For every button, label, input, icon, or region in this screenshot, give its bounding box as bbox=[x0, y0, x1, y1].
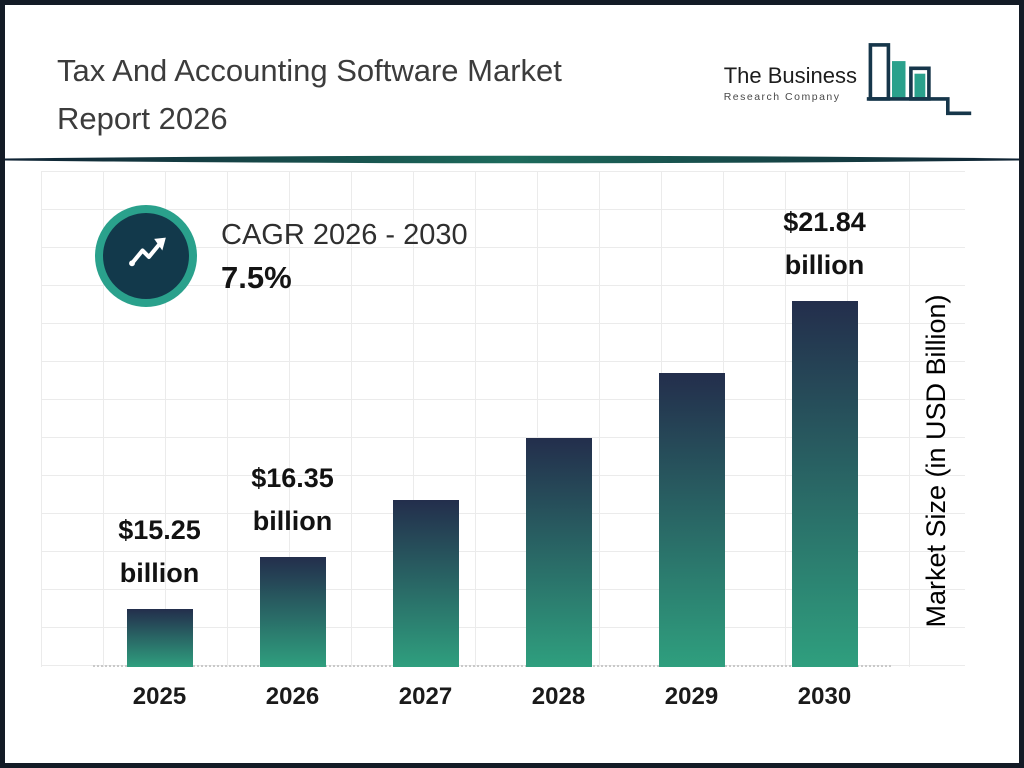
bar-2030 bbox=[791, 301, 858, 667]
company-logo-text: The Business Research Company bbox=[724, 63, 857, 103]
logo-name: The Business bbox=[723, 63, 857, 88]
bar-column-2025: $15.25 billion 2025 bbox=[93, 177, 226, 711]
x-axis-label: 2025 bbox=[132, 683, 187, 710]
bar-value-label: $16.35 billion bbox=[251, 463, 334, 536]
x-axis-label: 2026 bbox=[265, 683, 320, 710]
bar-zone: $15.25 billion bbox=[118, 177, 201, 667]
bar-2029 bbox=[658, 373, 725, 667]
bar-column-2030: $21.84 billion 2030 bbox=[758, 177, 891, 711]
page-title-line2: Report 2026 bbox=[57, 101, 228, 136]
company-logo: The Business Research Company bbox=[724, 39, 973, 126]
bar-2028 bbox=[525, 438, 592, 667]
y-axis-label: Market Size (in USD Billion) bbox=[921, 294, 951, 628]
bar-value-label: $21.84 billion bbox=[783, 207, 866, 280]
bar-zone: $21.84 billion bbox=[783, 177, 866, 667]
bar-2027 bbox=[392, 500, 459, 667]
bar-column-2028: 2028 bbox=[492, 177, 625, 711]
x-axis-label: 2030 bbox=[797, 683, 852, 710]
x-axis-baseline bbox=[93, 665, 891, 667]
logo-subname: Research Company bbox=[723, 91, 841, 103]
bar-2025 bbox=[126, 609, 193, 667]
page-title-line1: Tax And Accounting Software Market bbox=[57, 53, 562, 88]
cagr-label: CAGR 2026 - 2030 bbox=[221, 218, 468, 251]
cagr-callout: CAGR 2026 - 2030 7.5% bbox=[95, 205, 468, 307]
cagr-badge bbox=[95, 205, 197, 307]
bar-column-2027: 2027 bbox=[359, 177, 492, 711]
cagr-texts: CAGR 2026 - 2030 7.5% bbox=[221, 217, 468, 296]
x-axis-label: 2027 bbox=[398, 683, 453, 710]
x-axis-label: 2028 bbox=[531, 683, 586, 710]
bar-2026 bbox=[259, 557, 326, 667]
bar-chart: $15.25 billion 2025 $16.35 billion 2026 2027 20… bbox=[93, 177, 891, 711]
bar-zone bbox=[525, 177, 592, 667]
cagr-value: 7.5% bbox=[221, 259, 292, 295]
bar-column-2029: 2029 bbox=[625, 177, 758, 711]
bar-column-2026: $16.35 billion 2026 bbox=[226, 177, 359, 711]
bar-zone bbox=[658, 177, 725, 667]
page-title: Tax And Accounting Software Market Repor… bbox=[57, 47, 562, 143]
bar-value-label: $15.25 billion bbox=[118, 515, 201, 588]
bar-chart-logo-icon bbox=[865, 39, 973, 126]
bar-zone bbox=[392, 177, 459, 667]
bar-zone: $16.35 billion bbox=[251, 177, 334, 667]
x-axis-label: 2029 bbox=[664, 683, 719, 710]
trend-up-icon bbox=[118, 226, 174, 287]
header-divider bbox=[5, 155, 1019, 164]
